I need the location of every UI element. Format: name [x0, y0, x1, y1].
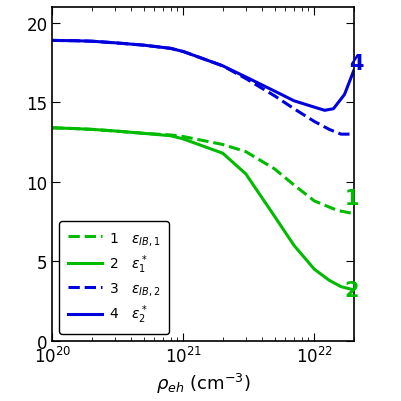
Text: 1: 1	[344, 188, 358, 208]
Text: 4: 4	[348, 53, 363, 73]
Legend: 1   $\varepsilon_{IB,1}$, 2   $\varepsilon_1^*$, 3   $\varepsilon_{IB,2}$, 4   $: 1 $\varepsilon_{IB,1}$, 2 $\varepsilon_1…	[59, 222, 168, 334]
X-axis label: $\rho_{eh}$ (cm$^{-3}$): $\rho_{eh}$ (cm$^{-3}$)	[155, 371, 250, 395]
Text: 2: 2	[344, 280, 358, 300]
